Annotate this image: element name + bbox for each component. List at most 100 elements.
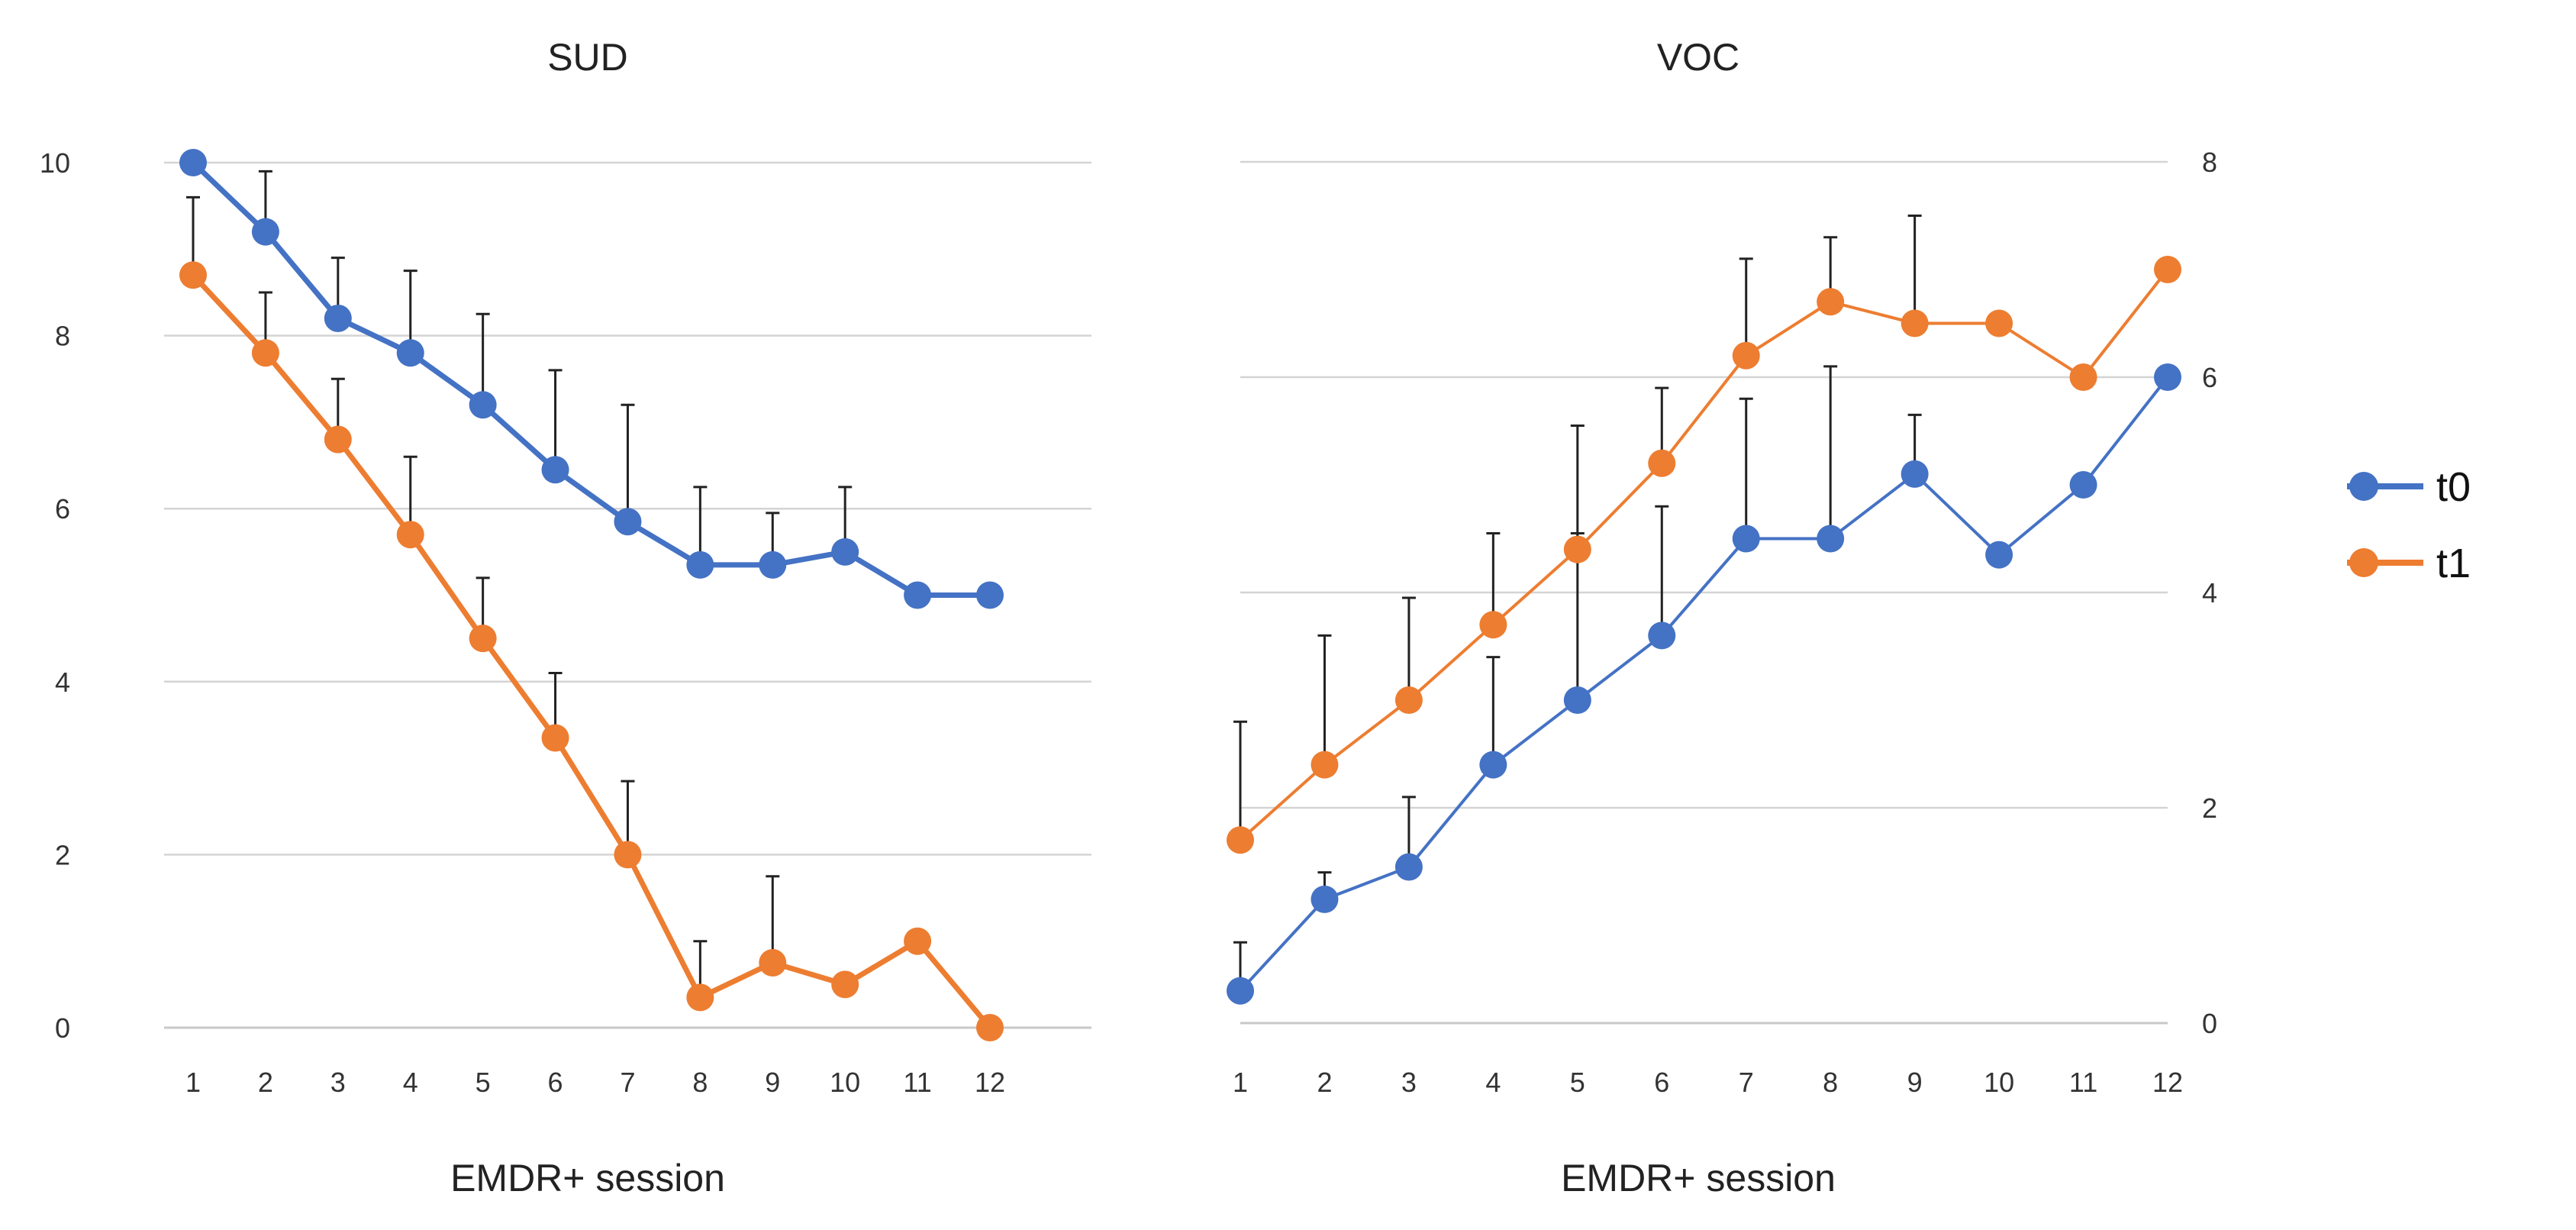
legend-label-t0: t0: [2436, 464, 2471, 510]
sud-y-tick-label: 2: [55, 839, 70, 870]
sud-point-t1: [831, 970, 859, 999]
sud-point-t0: [396, 339, 424, 367]
sud-x-tick-label: 3: [330, 1067, 346, 1098]
sud-point-t1: [541, 724, 569, 752]
voc-point-t0: [1394, 853, 1423, 881]
voc-point-t1: [1311, 751, 1339, 779]
voc-y-tick-label: 4: [2202, 577, 2217, 609]
voc-x-tick-label: 7: [1739, 1067, 1754, 1098]
sud-x-axis-label: EMDR+ session: [450, 1157, 725, 1199]
sud-point-t0: [541, 456, 569, 484]
sud-x-tick-label: 7: [620, 1067, 635, 1098]
voc-line-t0: [1239, 376, 2169, 993]
voc-y-tick-label: 8: [2202, 147, 2217, 178]
voc-x-tick-label: 2: [1317, 1067, 1332, 1098]
sud-x-tick-label: 2: [258, 1067, 273, 1098]
voc-y-axis: 0 2 4 6 8: [2202, 147, 2217, 1039]
voc-point-t0: [1985, 541, 2013, 569]
voc-chart-title: VOC: [1657, 36, 1739, 79]
voc-point-t1: [2069, 363, 2097, 391]
sud-y-tick-label: 4: [55, 667, 70, 698]
legend-marker-t0: [2349, 472, 2378, 501]
sud-series-t0: [179, 149, 1004, 609]
voc-point-t1: [1563, 535, 1591, 563]
sud-point-t0: [976, 581, 1004, 609]
sud-point-t1: [759, 949, 787, 977]
voc-x-tick-label: 8: [1823, 1067, 1838, 1098]
sud-x-tick-label: 11: [903, 1067, 931, 1098]
sud-x-tick-label: 6: [548, 1067, 563, 1098]
voc-x-axis-label: EMDR+ session: [1561, 1157, 1836, 1199]
voc-x-tick-label: 1: [1233, 1067, 1248, 1098]
sud-y-tick-label: 8: [55, 321, 70, 352]
voc-x-axis: 1 2 3 4 5 6 7 8 9 10 11 12: [1233, 1067, 2183, 1098]
voc-series-t0: [1227, 363, 2181, 1005]
sud-point-t0: [179, 149, 207, 176]
sud-point-t0: [759, 550, 787, 579]
voc-point-t1: [1732, 341, 1760, 370]
sud-x-tick-label: 9: [765, 1067, 780, 1098]
sud-point-t1: [324, 425, 352, 454]
legend-label-t1: t1: [2436, 541, 2471, 586]
voc-point-t1: [1901, 309, 1929, 337]
voc-point-t0: [1901, 460, 1929, 488]
voc-x-tick-label: 6: [1654, 1067, 1669, 1098]
voc-point-t1: [1227, 826, 1254, 854]
sud-point-t1: [396, 521, 424, 549]
sud-y-tick-label: 6: [55, 493, 70, 525]
voc-point-t0: [1227, 977, 1254, 1005]
sud-x-tick-label: 4: [403, 1067, 418, 1098]
voc-point-t0: [1732, 525, 1760, 553]
sud-point-t0: [469, 391, 497, 419]
sud-point-t1: [469, 625, 497, 653]
voc-point-t1: [1817, 288, 1845, 316]
voc-point-t0: [1648, 621, 1676, 650]
voc-point-t1: [1479, 611, 1507, 639]
sud-x-tick-label: 12: [975, 1067, 1005, 1098]
sud-errorbars-t0: [186, 161, 853, 565]
sud-point-t1: [179, 261, 207, 289]
voc-x-tick-label: 4: [1485, 1067, 1501, 1098]
sud-series-t1: [179, 261, 1004, 1041]
sud-point-t1: [686, 983, 714, 1012]
sud-point-t0: [324, 304, 352, 332]
voc-point-t0: [2069, 471, 2097, 499]
voc-point-t1: [2154, 256, 2181, 283]
sud-point-t0: [904, 581, 932, 609]
sud-x-tick-label: 10: [830, 1067, 860, 1098]
legend-item-t0: t0: [2347, 464, 2471, 510]
voc-y-tick-label: 0: [2202, 1008, 2217, 1039]
voc-errorbars-t1: [1233, 215, 1922, 841]
voc-point-t0: [1817, 525, 1845, 553]
sud-line-t0: [191, 160, 990, 598]
voc-gridlines: [1240, 160, 2168, 1025]
sud-point-t1: [976, 1014, 1004, 1041]
sud-x-axis: 1 2 3 4 5 6 7 8 9 10 11 12: [185, 1067, 1005, 1098]
voc-point-t1: [1985, 309, 2013, 337]
voc-x-tick-label: 11: [2069, 1067, 2097, 1098]
voc-point-t1: [1394, 686, 1423, 714]
voc-y-tick-label: 6: [2202, 362, 2217, 393]
legend-marker-t1: [2349, 548, 2378, 577]
sud-point-t1: [614, 841, 642, 869]
voc-line-t1: [1239, 268, 2169, 841]
voc-x-tick-label: 9: [1907, 1067, 1923, 1098]
voc-series-t1: [1227, 256, 2181, 854]
sud-point-t0: [831, 538, 859, 566]
voc-point-t0: [1311, 885, 1339, 913]
sud-y-tick-label: 0: [55, 1012, 70, 1044]
sud-x-tick-label: 8: [692, 1067, 708, 1098]
legend-item-t1: t1: [2347, 541, 2471, 586]
voc-x-tick-label: 3: [1401, 1067, 1417, 1098]
sud-y-tick-label: 10: [40, 147, 70, 179]
sud-x-tick-label: 5: [476, 1067, 491, 1098]
sud-point-t0: [251, 218, 279, 246]
sud-point-t1: [904, 927, 932, 955]
voc-point-t0: [2154, 363, 2181, 391]
voc-x-tick-label: 5: [1570, 1067, 1585, 1098]
voc-point-t1: [1648, 449, 1676, 477]
sud-point-t0: [614, 508, 642, 536]
